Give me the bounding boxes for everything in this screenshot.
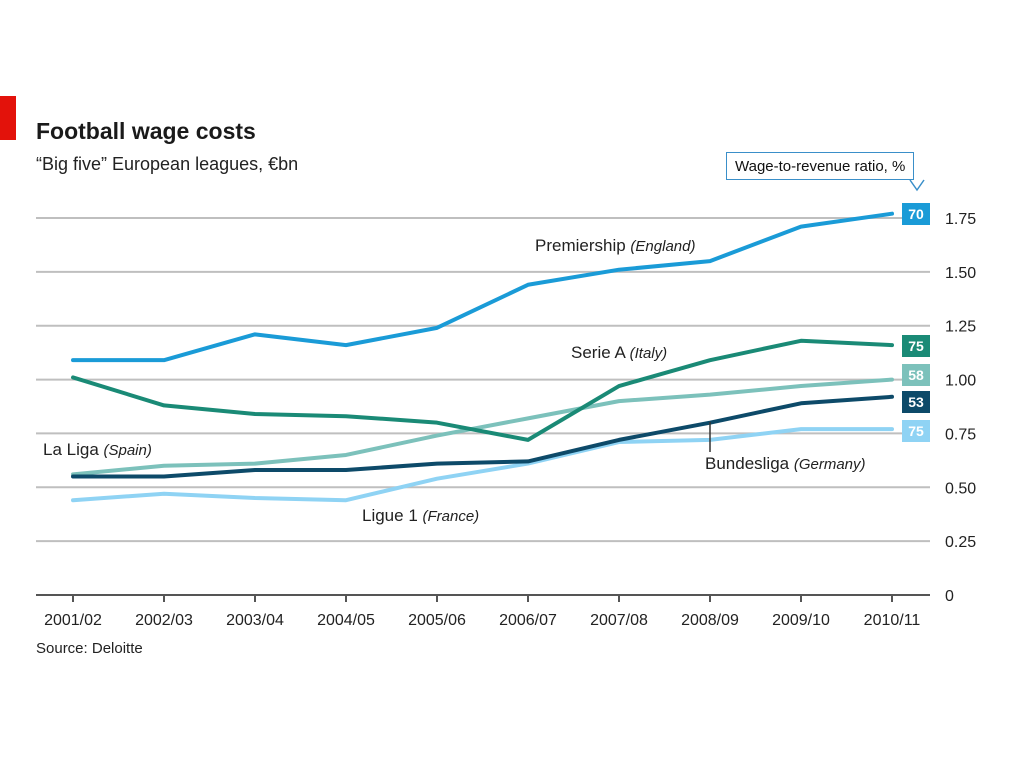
ratio-legend-box: Wage-to-revenue ratio, %: [726, 152, 915, 180]
ratio-badge-label: 58: [908, 367, 924, 383]
series-line-bundesliga: [71, 394, 894, 479]
chart-title: Football wage costs: [36, 118, 256, 144]
y-tick-label: 1.50: [945, 265, 976, 282]
series-line-la_liga: [71, 377, 894, 477]
series-label-country: (France): [423, 508, 480, 525]
y-tick-label: 1.25: [945, 319, 976, 336]
y-tick-label: 1.75: [945, 211, 976, 228]
x-tick-label: 2001/02: [44, 612, 102, 629]
x-tick-label: 2002/03: [135, 612, 193, 629]
series-label-ligue_1: Ligue 1 (France): [362, 506, 479, 525]
y-tick-label: 1.00: [945, 373, 976, 390]
y-tick-label: 0: [945, 588, 954, 605]
chart-subtitle: “Big five” European leagues, €bn: [36, 154, 299, 174]
series-label-serie_a: Serie A (Italy): [571, 343, 667, 362]
x-tick-label: 2008/09: [681, 612, 739, 629]
y-tick-label: 0.75: [945, 426, 976, 443]
ratio-badge-label: 53: [908, 394, 924, 410]
ratio-badge-label: 75: [908, 338, 924, 354]
series-line-premiership: [71, 211, 894, 363]
series-label-country: (England): [630, 238, 695, 255]
series-label-country: (Italy): [630, 345, 668, 362]
x-tick-label: 2006/07: [499, 612, 557, 629]
series-line-ligue_1: [71, 427, 894, 503]
ratio-badge-premiership: [902, 203, 930, 225]
ratio-legend-pointer: [909, 179, 925, 192]
x-tick-label: 2003/04: [226, 612, 284, 629]
ratio-badge-ligue_1: [902, 420, 930, 442]
ratio-badge-bundesliga: [902, 391, 930, 413]
y-tick-label: 0.25: [945, 534, 976, 551]
x-tick-label: 2007/08: [590, 612, 648, 629]
series-label-country: (Spain): [104, 442, 152, 459]
x-tick-label: 2009/10: [772, 612, 830, 629]
source-note: Source: Deloitte: [36, 640, 143, 657]
ratio-badge-label: 75: [908, 423, 924, 439]
series-label-country: (Germany): [794, 456, 866, 473]
series-label-la_liga: La Liga (Spain): [43, 440, 152, 459]
ratio-badge-la_liga: [902, 364, 930, 386]
series-line-serie_a: [71, 338, 894, 442]
accent-bar: [0, 96, 16, 140]
series-label-premiership: Premiership (England): [535, 236, 695, 255]
x-tick-label: 2005/06: [408, 612, 466, 629]
series-label-bundesliga: Bundesliga (Germany): [705, 454, 866, 473]
ratio-badge-label: 70: [908, 206, 924, 222]
x-tick-label: 2004/05: [317, 612, 375, 629]
ratio-badge-serie_a: [902, 335, 930, 357]
x-tick-label: 2010/11: [864, 612, 921, 629]
y-tick-label: 0.50: [945, 480, 976, 497]
